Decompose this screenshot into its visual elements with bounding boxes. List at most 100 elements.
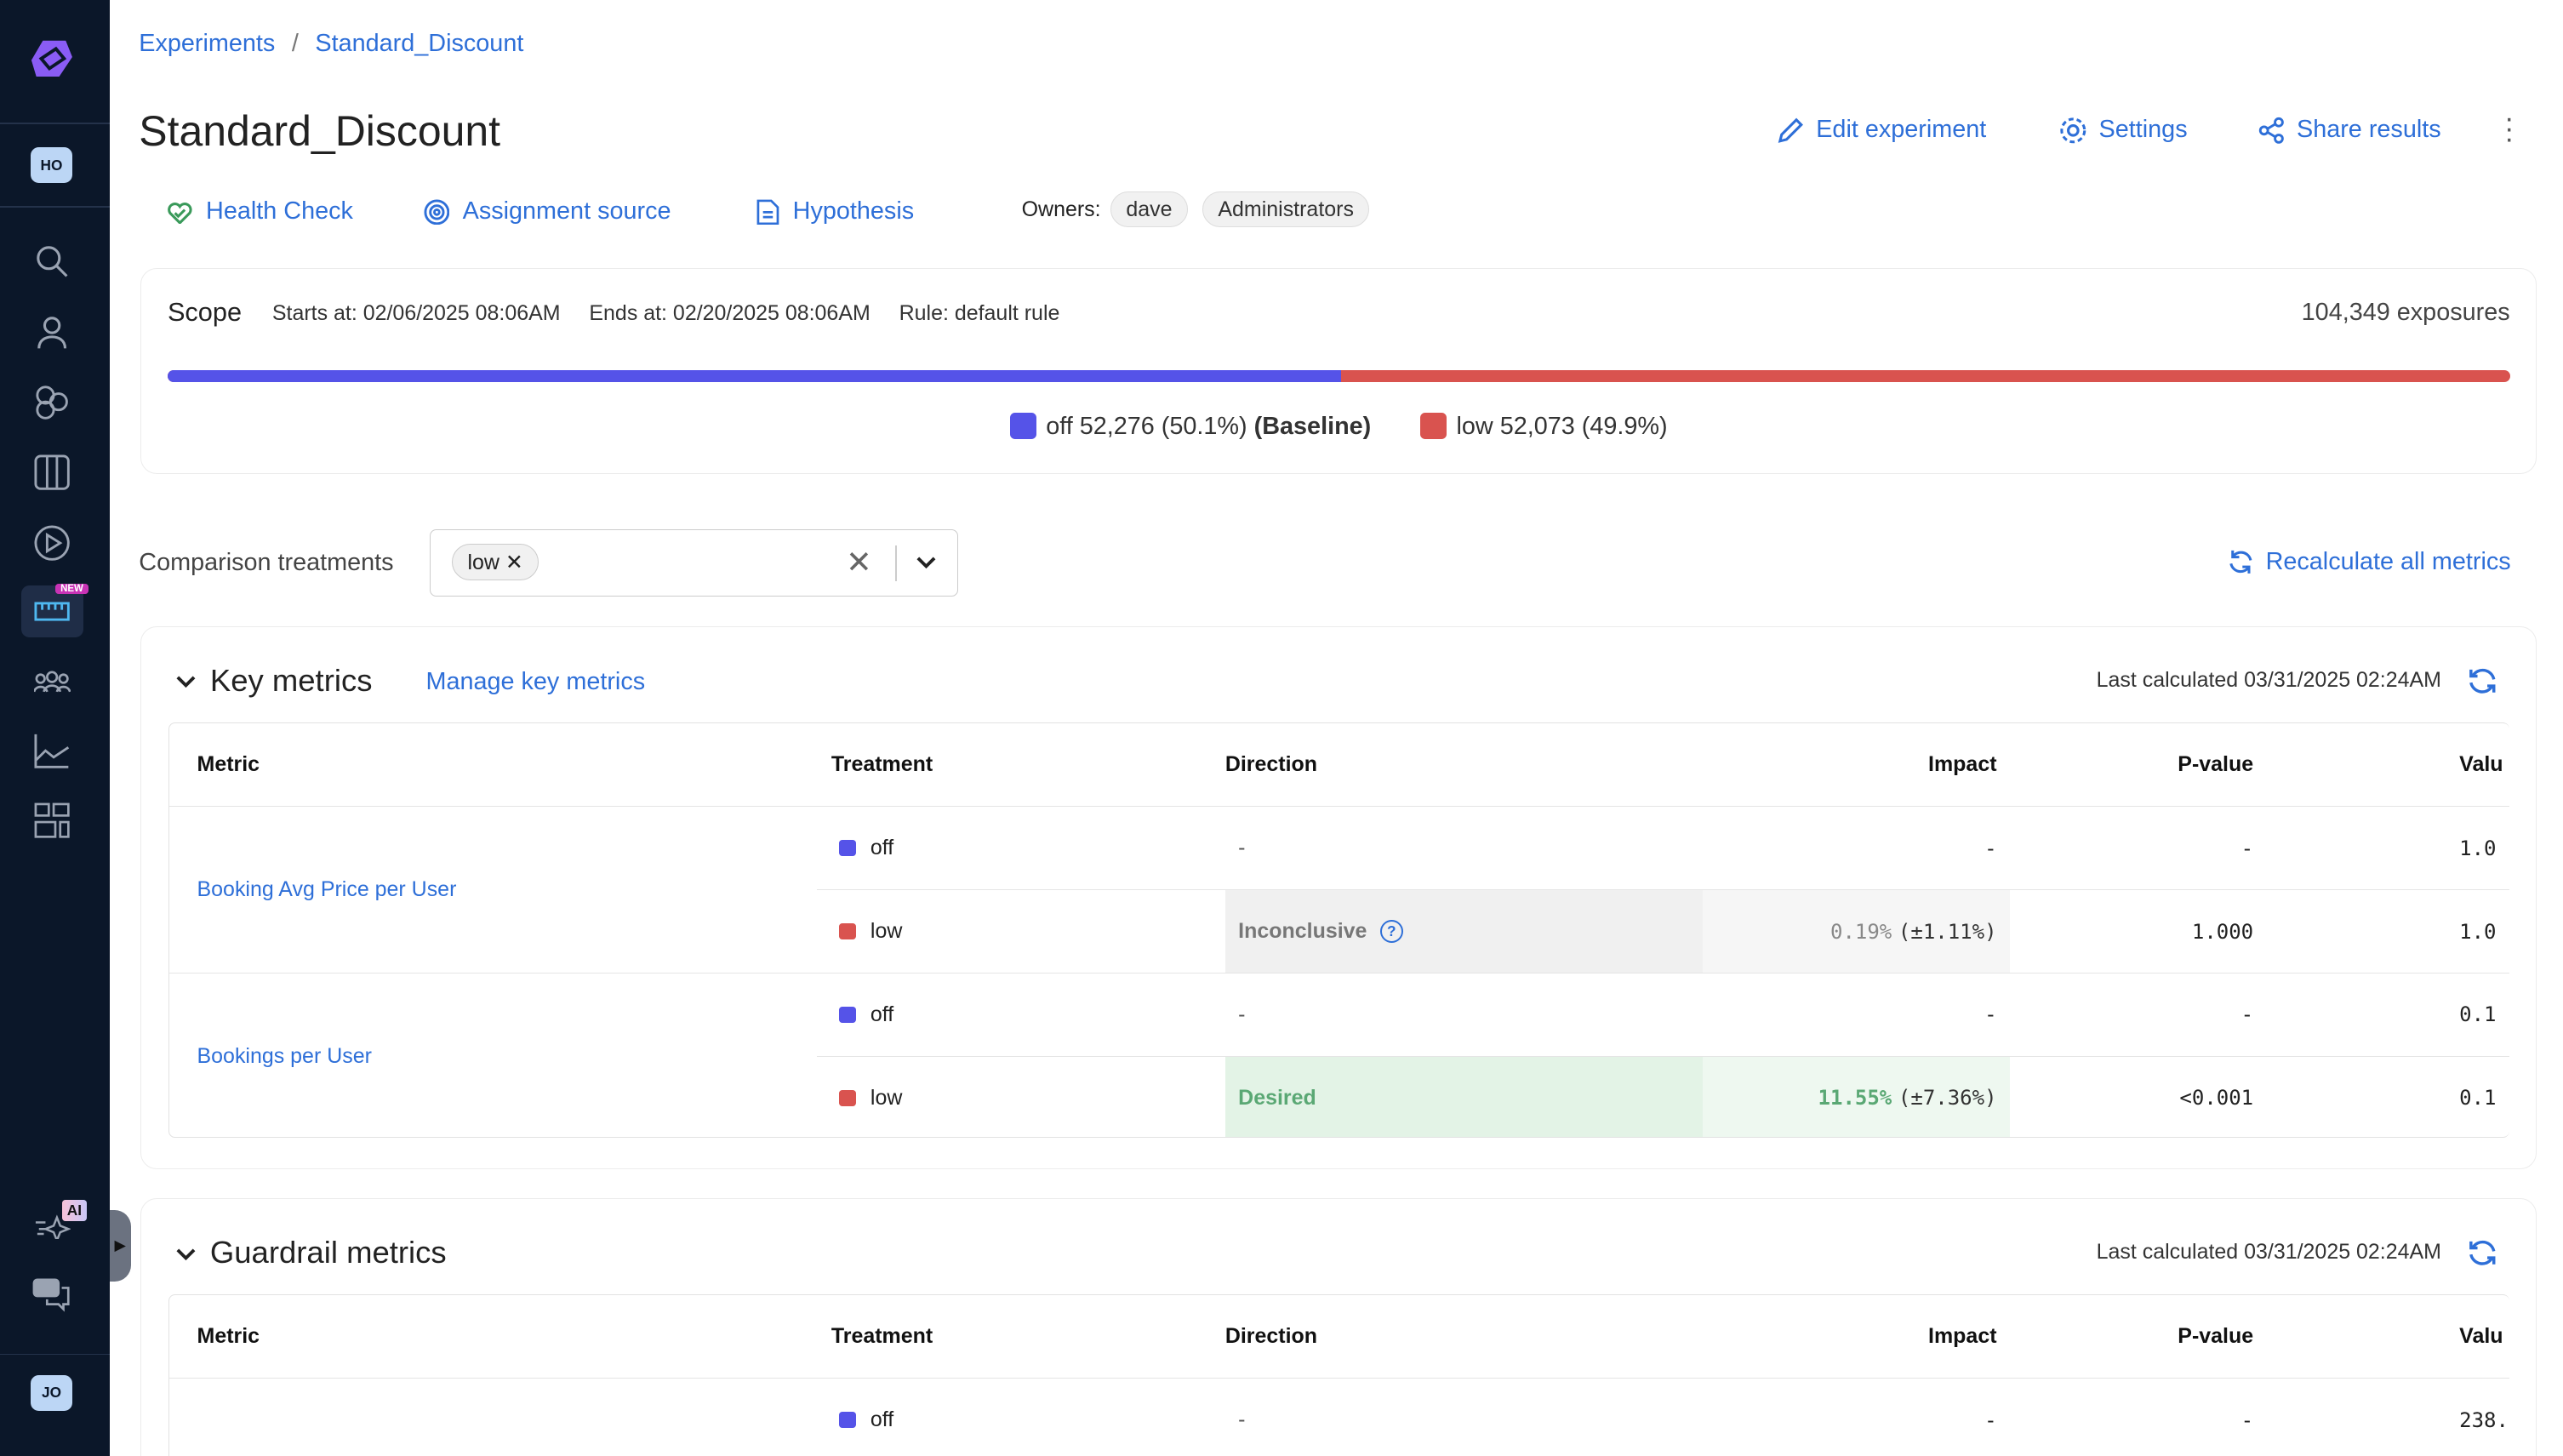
exposure-count: 104,349 exposures — [2301, 298, 2510, 326]
cell-treatment: low — [831, 890, 1232, 973]
clear-icon[interactable]: ✕ — [846, 544, 872, 580]
treatment-text: off — [870, 1407, 894, 1432]
impact-value: 0.19% — [1830, 919, 1892, 944]
direction-text: - — [1238, 836, 1246, 860]
treatment-swatch — [839, 839, 856, 857]
chevron-down-icon[interactable] — [915, 555, 938, 571]
direction-text: Inconclusive — [1238, 919, 1367, 943]
column-header-pvalue-text: P-value — [2178, 752, 2254, 777]
segments-icon[interactable] — [32, 383, 71, 422]
column-header-impact-text: Impact — [1928, 752, 1997, 777]
metric-name-cell: Bookings per User — [169, 974, 817, 1137]
pvalue-text: - — [2240, 1407, 2254, 1432]
cell-direction: - — [1225, 1379, 1703, 1456]
cell-value: 238.3 — [2266, 1379, 2509, 1456]
tab-label: Hypothesis — [792, 197, 915, 226]
owner-chip: Administrators — [1202, 191, 1370, 228]
settings-button[interactable]: Settings — [2059, 116, 2188, 144]
new-badge: NEW — [55, 583, 88, 594]
remove-chip-icon[interactable]: ✕ — [505, 550, 523, 574]
scope-end: Ends at: 02/20/2025 08:06AM — [589, 301, 871, 326]
column-header-metric: Metric — [197, 1295, 819, 1378]
table-row: low Inconclusive? 0.19% (±1.11%) 1.000 1.0 — [816, 890, 2509, 974]
metric-link[interactable]: Booking Avg Price per User — [197, 877, 457, 902]
edit-experiment-button[interactable]: Edit experiment — [1777, 116, 1986, 144]
search-icon[interactable] — [32, 242, 71, 281]
analytics-chart-icon[interactable] — [32, 731, 71, 770]
column-header-pvalue: P-value — [2010, 1295, 2267, 1378]
breadcrumb-experiments[interactable]: Experiments — [139, 29, 276, 57]
owner-chip: dave — [1110, 191, 1188, 228]
user-avatar[interactable]: JO — [31, 1374, 72, 1411]
value-text: 1.0 — [2459, 919, 2497, 944]
tab-label: Assignment source — [462, 197, 671, 226]
workspace-avatar[interactable]: HO — [31, 146, 72, 184]
breadcrumb-separator: / — [291, 29, 299, 57]
columns-icon[interactable] — [32, 453, 71, 492]
share-results-button[interactable]: Share results — [2258, 116, 2441, 144]
tab-health-check[interactable]: Health Check — [167, 197, 353, 226]
logo-icon[interactable] — [30, 36, 76, 82]
collapse-chevron-icon[interactable] — [174, 674, 197, 690]
owners: Owners: dave Administrators — [1022, 191, 1370, 228]
impact-value: 11.55% — [1818, 1086, 1892, 1111]
ai-badge: AI — [61, 1200, 87, 1221]
dashboard-icon[interactable] — [32, 801, 71, 840]
tab-assignment-source[interactable]: Assignment source — [424, 197, 671, 226]
breadcrumb: Experiments / Standard_Discount — [139, 30, 523, 58]
cell-impact: - — [1703, 974, 2010, 1056]
column-header-pvalue: P-value — [2010, 723, 2267, 806]
column-header-value-text: Valu — [2459, 752, 2503, 777]
manage-key-metrics-link[interactable]: Manage key metrics — [425, 667, 646, 695]
direction-text: Desired — [1238, 1085, 1316, 1110]
treatment-text: low — [870, 919, 903, 943]
scope-details: Starts at: 02/06/2025 08:06AM Ends at: 0… — [272, 301, 1060, 326]
teams-icon[interactable] — [32, 662, 71, 701]
edit-experiment-label: Edit experiment — [1816, 116, 1987, 144]
help-chat-icon[interactable] — [32, 1275, 71, 1314]
experiments-ruler-icon[interactable] — [32, 591, 71, 631]
cell-value: 1.0 — [2266, 890, 2509, 973]
cell-treatment: off — [831, 974, 1232, 1056]
column-header-direction: Direction — [1225, 1295, 1703, 1378]
cell-value: 1.0 — [2266, 807, 2509, 889]
ai-sparkle-icon[interactable] — [32, 1207, 71, 1246]
cell-direction: - — [1225, 974, 1703, 1056]
metric-link[interactable]: Bookings per User — [197, 1043, 372, 1068]
user-icon[interactable] — [32, 312, 71, 351]
cell-value: 0.1 — [2266, 1057, 2509, 1137]
cell-pvalue: - — [2010, 807, 2267, 889]
tab-hypothesis[interactable]: Hypothesis — [756, 197, 914, 226]
off-swatch — [1009, 413, 1036, 439]
cell-direction: - — [1225, 807, 1703, 889]
play-icon[interactable] — [32, 523, 71, 562]
cell-direction: Desired — [1224, 1056, 1703, 1138]
impact-value: - — [1984, 1002, 1997, 1027]
column-header-metric-text: Metric — [197, 1324, 260, 1349]
value-text: 0.1 — [2459, 1086, 2497, 1111]
owners-label: Owners: — [1021, 197, 1101, 221]
value-text: 238.3 — [2459, 1407, 2509, 1432]
heart-icon — [168, 202, 192, 225]
recalculate-label: Recalculate all metrics — [2265, 547, 2511, 575]
help-icon[interactable]: ? — [1379, 920, 1403, 943]
active-nav-highlight — [20, 585, 83, 638]
cell-treatment: low — [831, 1057, 1232, 1137]
recalculate-all-button[interactable]: Recalculate all metrics — [2228, 547, 2511, 576]
treatment-chip-label: low — [467, 550, 499, 574]
breadcrumb-current[interactable]: Standard_Discount — [315, 29, 524, 57]
cell-pvalue: - — [2010, 1379, 2267, 1456]
refresh-icon[interactable] — [2468, 666, 2497, 696]
column-header-value-text: Valu — [2459, 1324, 2503, 1349]
more-options-icon[interactable]: · · · — [2503, 102, 2514, 155]
allocation-legend: off 52,276 (50.1%) (Baseline) low 52,073… — [141, 413, 2536, 441]
comparison-treatments-select[interactable]: low ✕ ✕ — [430, 529, 958, 597]
comparison-label: Comparison treatments — [139, 549, 394, 577]
scope-rule: Rule: default rule — [899, 301, 1060, 326]
table-row: low Desired 11.55% (±7.36%) <0.001 0.1 — [817, 1056, 2509, 1138]
tab-label: Health Check — [206, 197, 353, 226]
collapse-chevron-icon[interactable] — [174, 1247, 197, 1263]
sidebar-collapse-handle[interactable]: ▶ — [109, 1209, 131, 1282]
column-header-pvalue-text: P-value — [2178, 1324, 2254, 1349]
refresh-icon[interactable] — [2468, 1238, 2497, 1268]
